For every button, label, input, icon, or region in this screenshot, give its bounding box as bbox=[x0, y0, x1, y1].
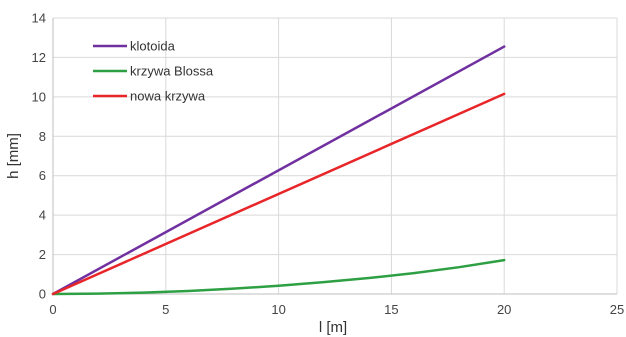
x-tick-label: 25 bbox=[610, 302, 624, 317]
x-tick-label: 0 bbox=[49, 302, 56, 317]
x-tick-label: 10 bbox=[271, 302, 285, 317]
legend-label: krzywa Blossa bbox=[130, 64, 214, 79]
axes bbox=[52, 18, 617, 295]
y-tick-label: 4 bbox=[39, 208, 46, 223]
x-tick-label: 15 bbox=[384, 302, 398, 317]
x-axis-title: l [m] bbox=[319, 319, 347, 336]
y-tick-label: 0 bbox=[39, 287, 46, 302]
y-tick-label: 12 bbox=[32, 50, 46, 65]
y-tick-label: 8 bbox=[39, 129, 46, 144]
legend: klotoida krzywa Blossa nowa krzywa bbox=[93, 39, 214, 104]
y-tick-label: 2 bbox=[39, 247, 46, 262]
y-tick-label: 6 bbox=[39, 168, 46, 183]
series-line-2 bbox=[51, 92, 506, 296]
x-tick-label: 20 bbox=[497, 302, 511, 317]
grid-lines bbox=[53, 17, 618, 294]
legend-label: klotoida bbox=[130, 39, 176, 54]
tick-labels: 0 2 4 6 8 10 12 14 0 5 10 15 20 25 bbox=[32, 11, 625, 318]
legend-label: nowa krzywa bbox=[130, 89, 206, 104]
series-lines bbox=[51, 45, 506, 296]
y-tick-label: 14 bbox=[32, 11, 46, 26]
series-line-1 bbox=[51, 258, 506, 296]
series-line-0 bbox=[51, 45, 506, 296]
y-axis-title: h [mm] bbox=[5, 133, 22, 179]
x-tick-label: 5 bbox=[162, 302, 169, 317]
y-tick-label: 10 bbox=[32, 89, 46, 104]
